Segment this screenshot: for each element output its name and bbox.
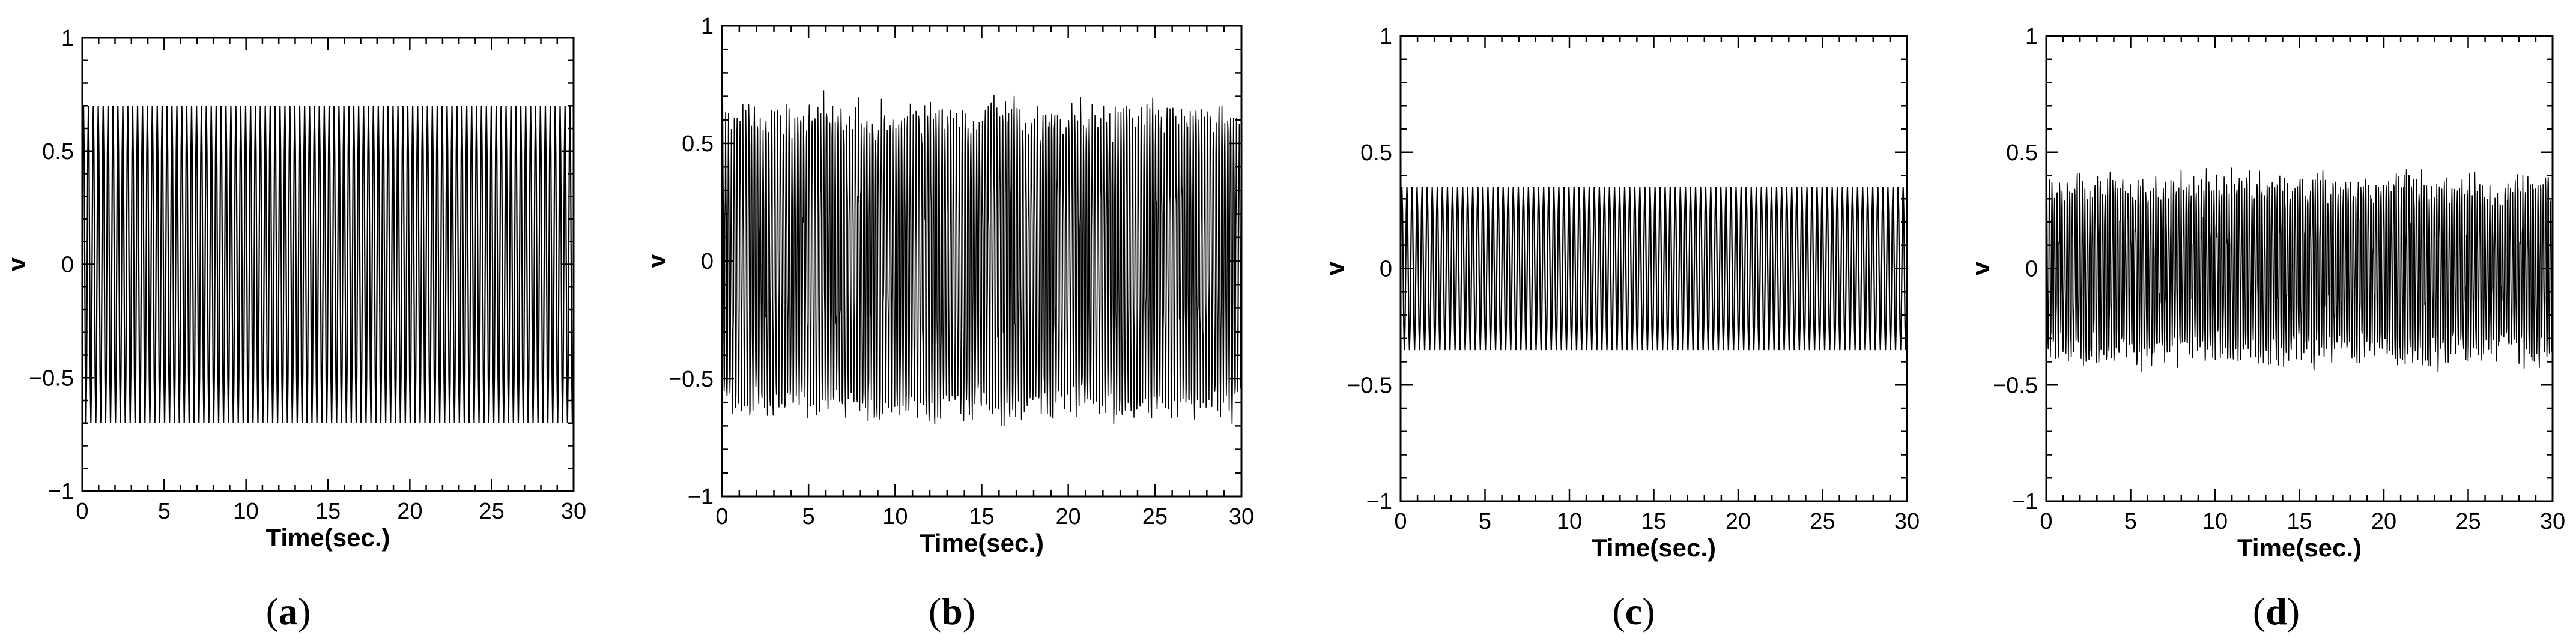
caption-close-paren: )	[298, 590, 311, 633]
y-tick-label: 0.5	[42, 139, 74, 164]
x-tick-label: 30	[1229, 504, 1254, 529]
y-tick-label: 0	[61, 253, 74, 278]
x-axis-label: Time(sec.)	[2237, 534, 2362, 562]
caption-open-paren: (	[266, 590, 279, 633]
x-tick-label: 25	[2455, 509, 2481, 534]
chart-panel-a: 0 5 10 15 20 25 30 −1 −0.5 0 0.5 1 Time(sec.) v	[2, 26, 586, 552]
x-tick-label: 10	[882, 504, 908, 529]
y-tick-label: −1	[2012, 489, 2038, 514]
y-axis-label: v	[1966, 261, 1995, 275]
x-tick-label: 25	[479, 499, 505, 524]
x-tick-label: 20	[397, 499, 422, 524]
x-tick-label: 0	[2040, 509, 2052, 534]
x-tick-label: 5	[2124, 509, 2137, 534]
x-tick-label: 5	[158, 499, 171, 524]
x-tick-label: 10	[2202, 509, 2228, 534]
x-tick-label: 0	[715, 504, 728, 529]
caption-letter: d	[2265, 590, 2287, 633]
x-tick-label: 0	[1394, 509, 1407, 534]
y-tick-label: 0.5	[1360, 140, 1392, 166]
x-tick-label: 25	[1810, 509, 1835, 534]
x-axis-label: Time(sec.)	[266, 523, 390, 552]
panel-caption-a: (a)	[266, 590, 311, 633]
chart-panel-c: 0 5 10 15 20 25 30 −1 −0.5 0 0.5 1 Time(sec.) v	[1321, 24, 1920, 562]
x-axis-label: Time(sec.)	[920, 529, 1044, 557]
caption-close-paren: )	[1642, 590, 1655, 633]
signal-line-series	[2046, 167, 2553, 372]
y-tick-label: 0.5	[682, 131, 714, 157]
y-tick-label: 0.5	[2006, 140, 2038, 166]
x-tick-label: 15	[315, 499, 341, 524]
x-tick-label: 15	[1641, 509, 1666, 534]
caption-open-paren: (	[1612, 590, 1625, 633]
x-tick-label: 10	[1557, 509, 1582, 534]
y-axis-label: v	[1321, 261, 1349, 275]
y-tick-label: 1	[2025, 24, 2038, 49]
y-axis-label: v	[2, 257, 31, 271]
caption-letter: c	[1625, 590, 1642, 633]
y-tick-label: 1	[701, 14, 714, 39]
caption-open-paren: (	[2253, 590, 2265, 633]
x-tick-label: 5	[802, 504, 815, 529]
x-tick-label: 5	[1479, 509, 1491, 534]
caption-letter: b	[941, 590, 963, 633]
y-tick-label: 1	[1380, 24, 1392, 49]
caption-close-paren: )	[963, 590, 975, 633]
y-tick-label: −0.5	[1993, 373, 2038, 398]
x-tick-label: 25	[1142, 504, 1168, 529]
caption-close-paren: )	[2287, 590, 2300, 633]
y-tick-label: 1	[61, 26, 74, 51]
x-tick-label: 30	[1894, 509, 1920, 534]
x-tick-label: 20	[2371, 509, 2396, 534]
caption-open-paren: (	[929, 590, 941, 633]
panel-caption-d: (d)	[2253, 590, 2300, 633]
x-tick-label: 30	[2540, 509, 2565, 534]
panel-caption-c: (c)	[1612, 590, 1655, 633]
y-tick-label: −0.5	[668, 367, 714, 392]
x-tick-label: 10	[234, 499, 259, 524]
x-tick-label: 15	[969, 504, 994, 529]
x-tick-label: 30	[561, 499, 586, 524]
chart-panel-b: 0 5 10 15 20 25 30 −1 −0.5 0 0.5 1 Time(sec.) v	[642, 14, 1254, 557]
y-tick-label: −1	[688, 484, 714, 510]
x-tick-label: 20	[1726, 509, 1751, 534]
signal-line-series	[722, 90, 1241, 426]
x-tick-label: 0	[76, 499, 88, 524]
chart-panel-d: 0 5 10 15 20 25 30 −1 −0.5 0 0.5 1 Time(sec.) v	[1966, 24, 2565, 562]
panel-caption-b: (b)	[929, 590, 975, 633]
y-tick-label: 0	[701, 249, 714, 274]
signal-line-series	[1401, 187, 1907, 351]
y-axis-label: v	[642, 254, 670, 268]
x-axis-label: Time(sec.)	[1592, 534, 1716, 562]
y-tick-label: −1	[48, 479, 74, 504]
x-tick-label: 15	[2287, 509, 2312, 534]
x-tick-label: 20	[1056, 504, 1081, 529]
y-tick-label: −1	[1366, 489, 1392, 514]
caption-letter: a	[279, 590, 298, 633]
y-tick-label: −0.5	[1347, 373, 1392, 398]
y-tick-label: −0.5	[29, 366, 74, 391]
signal-line-series	[82, 106, 574, 423]
y-tick-label: 0	[1380, 257, 1392, 282]
y-tick-label: 0	[2025, 257, 2038, 282]
